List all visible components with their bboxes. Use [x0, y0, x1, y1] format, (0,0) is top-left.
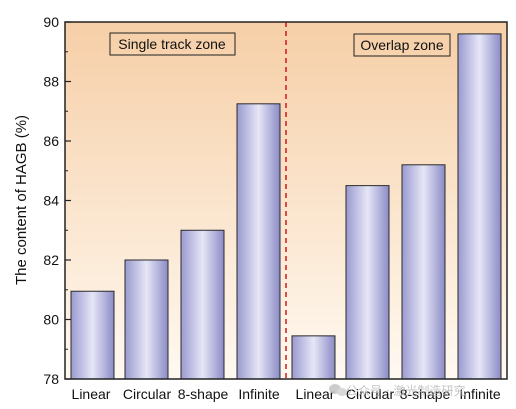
y-axis: 78 80 82 84 86 88 90	[43, 14, 71, 387]
watermark-text: 公众号 · 激光制造研究	[346, 383, 465, 398]
bar-single-track-circular	[124, 259, 169, 380]
zone-labels: Single track zone Overlap zone	[109, 32, 451, 57]
bar-single-track-8-shape	[180, 229, 225, 380]
y-tick-label: 86	[43, 133, 59, 149]
bar-overlap-8-shape	[401, 164, 446, 380]
category-label: Infinite	[459, 386, 500, 402]
y-tick-label: 78	[43, 371, 59, 387]
y-tick-label: 84	[43, 193, 59, 209]
category-label: Linear	[296, 386, 335, 402]
x-axis: Linear Circular 8-shape Infinite Linear Circu…	[72, 386, 501, 402]
bars-layer	[70, 33, 502, 380]
wechat-icon	[329, 384, 347, 396]
category-label: 8-shape	[400, 386, 451, 402]
bar-overlap-linear	[291, 335, 336, 380]
category-label: Infinite	[238, 386, 279, 402]
category-label: Circular	[346, 386, 395, 402]
y-tick-label: 82	[43, 252, 59, 268]
category-label: 8-shape	[178, 386, 229, 402]
y-tick-label: 90	[43, 14, 59, 30]
category-label: Linear	[72, 386, 111, 402]
zone-label: Overlap zone	[360, 37, 443, 53]
bar-single-track-linear	[70, 290, 115, 380]
y-tick-label: 88	[43, 74, 59, 90]
bar-overlap-infinite	[457, 33, 502, 380]
category-label: Circular	[123, 386, 172, 402]
watermark: 公众号 · 激光制造研究	[329, 383, 465, 398]
y-axis-title: The content of HAGB (%)	[13, 115, 30, 285]
bar-overlap-circular	[345, 185, 390, 380]
zone-label-box	[353, 33, 451, 57]
bar-single-track-infinite	[236, 103, 281, 380]
y-tick-label: 80	[43, 312, 59, 328]
zone-label-box	[109, 32, 236, 56]
zone-label: Single track zone	[118, 36, 226, 52]
